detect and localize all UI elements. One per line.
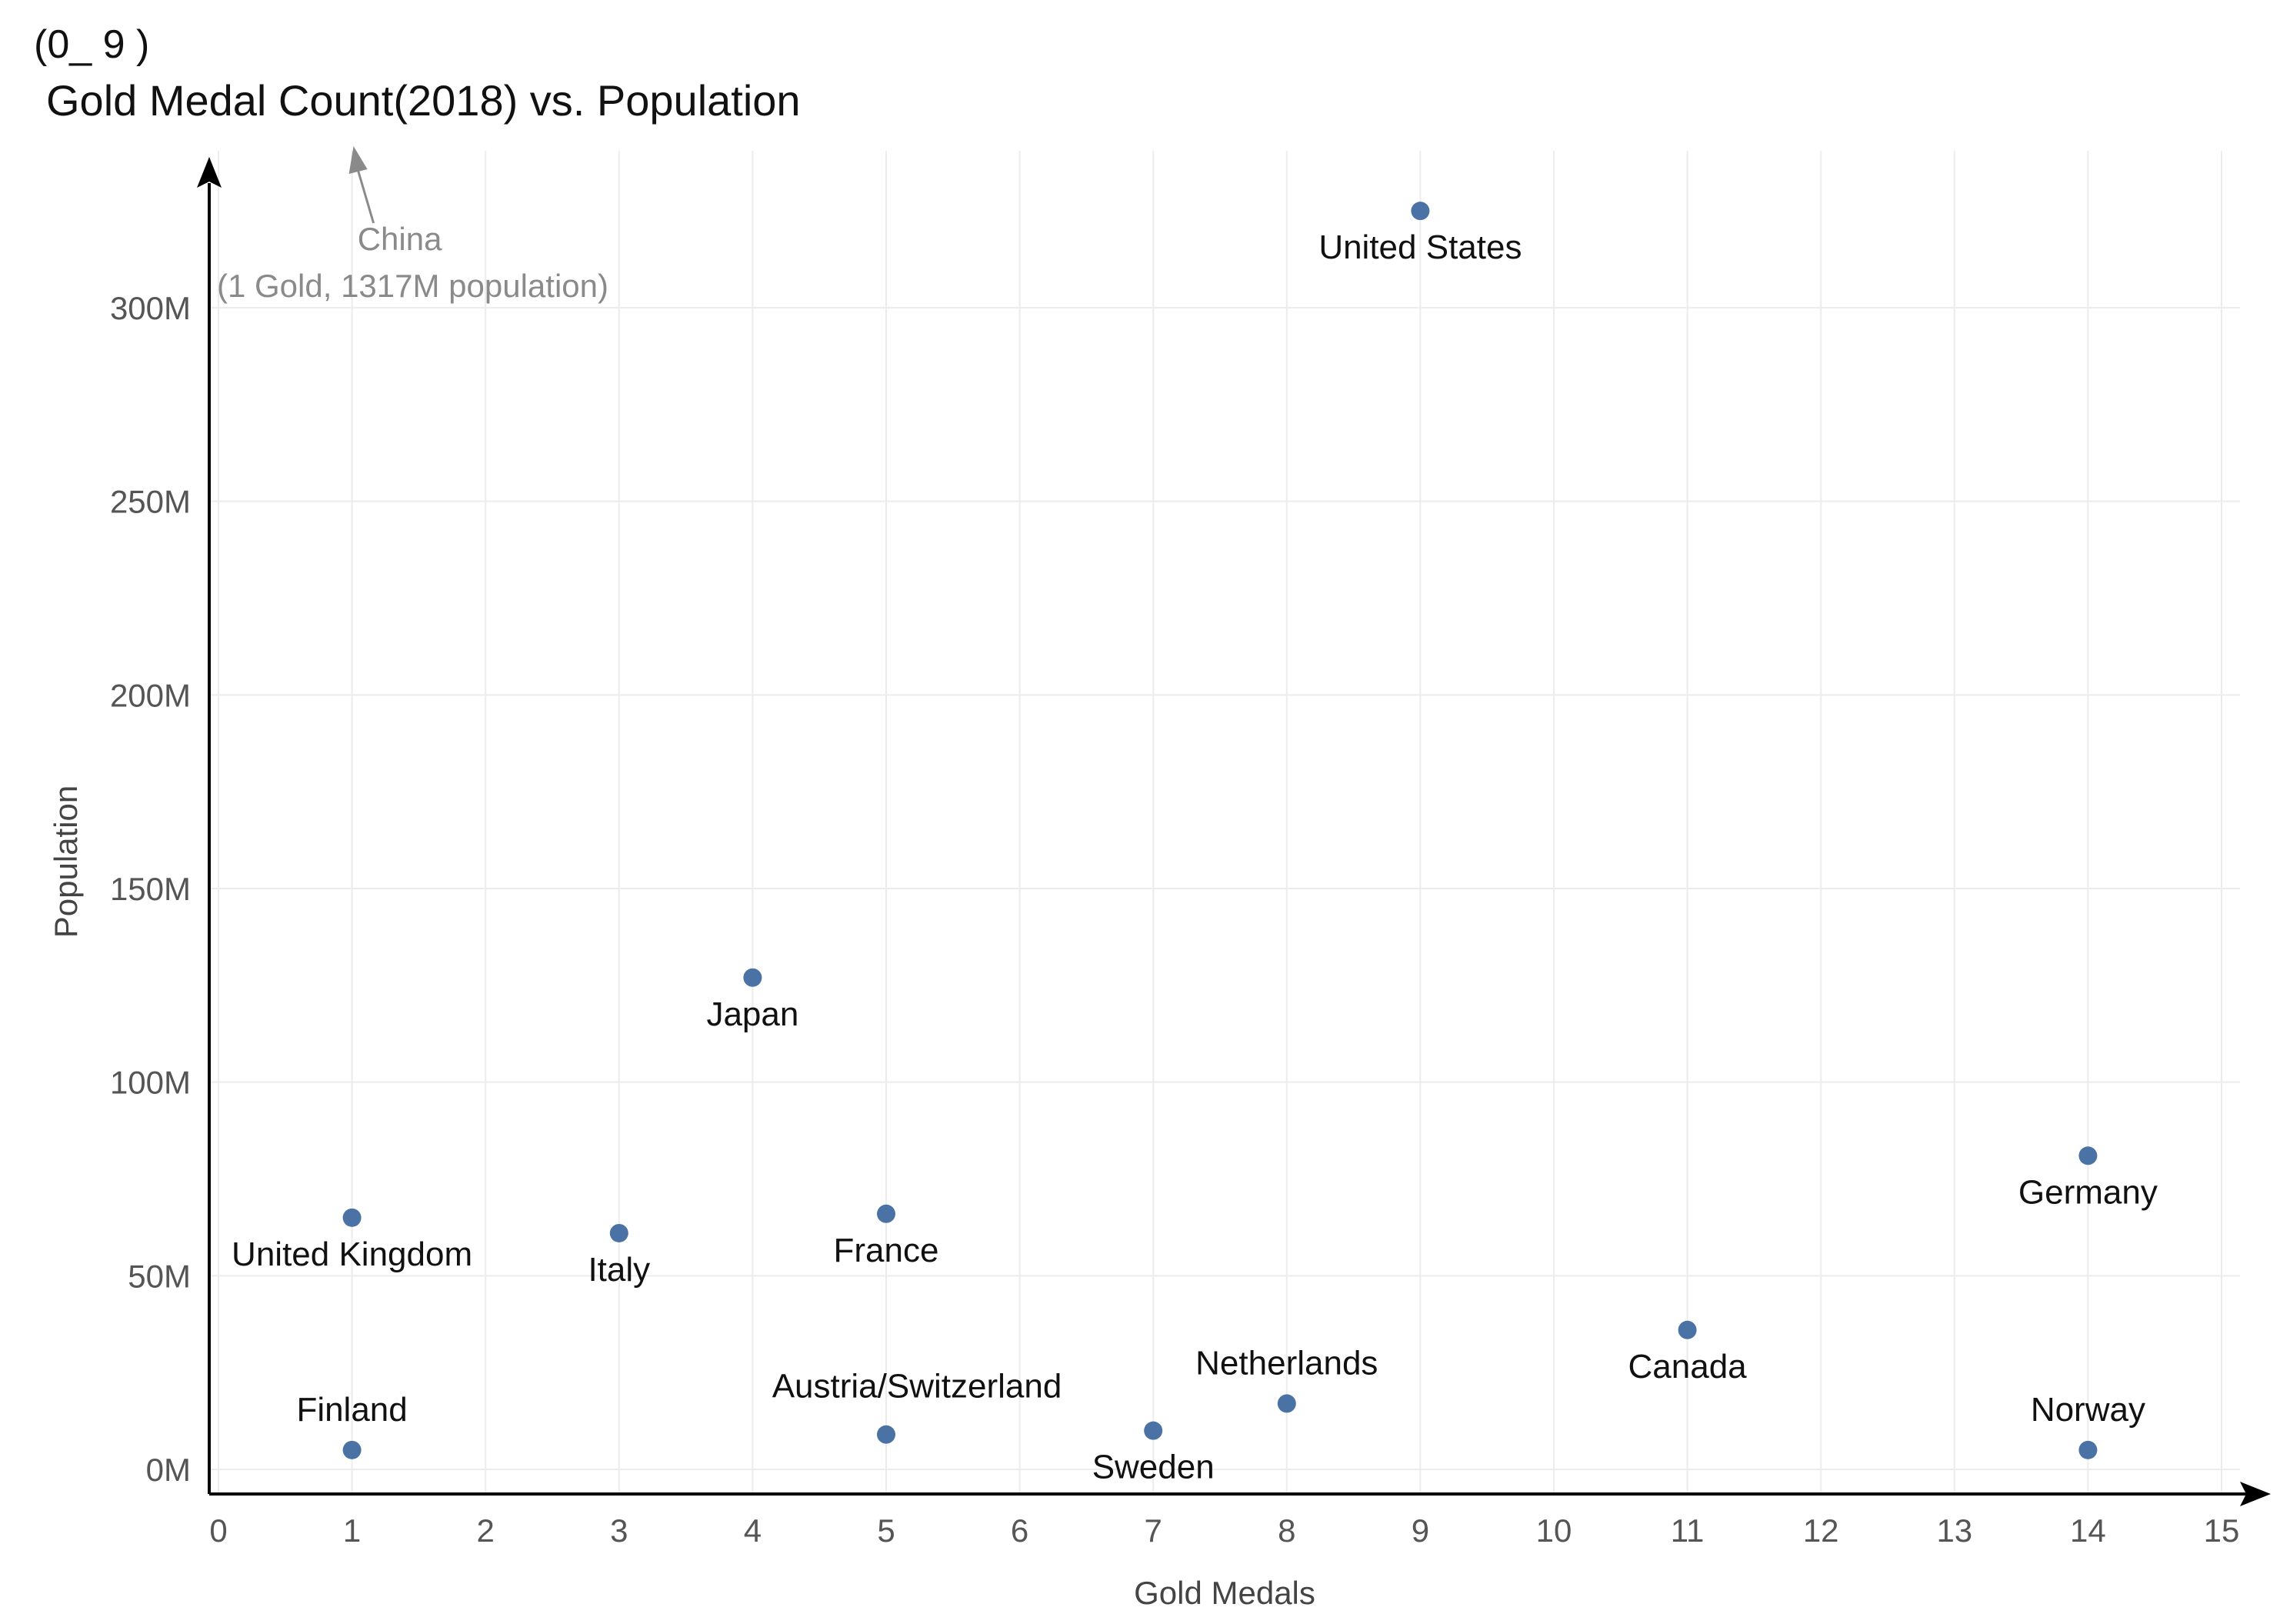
x-tick-label: 10: [1536, 1512, 1572, 1549]
x-tick-label: 12: [1803, 1512, 1839, 1549]
tick-labels: 0 1 2 3 4 5 6 7 8 9 10 11 12 13 14 150M50M100M150M200M2…: [110, 290, 2239, 1549]
x-tick-label: 9: [1412, 1512, 1429, 1549]
x-tick-label: 6: [1011, 1512, 1028, 1549]
data-point: [1144, 1421, 1163, 1440]
data-point: [342, 1440, 362, 1459]
y-tick-label: 200M: [110, 677, 191, 713]
data-point: [2078, 1440, 2098, 1459]
y-tick-label: 50M: [128, 1258, 191, 1294]
x-tick-label: 5: [877, 1512, 895, 1549]
x-tick-label: 3: [610, 1512, 628, 1549]
data-point: [1678, 1320, 1697, 1339]
data-points: [342, 202, 2098, 1459]
grid: [209, 151, 2240, 1494]
x-tick-label: 1: [343, 1512, 361, 1549]
data-point: [877, 1425, 895, 1444]
point-label: Japan: [706, 995, 798, 1033]
data-point: [743, 968, 762, 987]
y-axis-arrowhead: [197, 157, 222, 188]
point-labels: United States Japan Germany United Kingdom F…: [232, 228, 2158, 1486]
annotation-arrow-line: [357, 170, 375, 224]
x-tick-label: 13: [1936, 1512, 1972, 1549]
point-label: Norway: [2031, 1391, 2145, 1429]
x-tick-label: 11: [1671, 1512, 1705, 1549]
axes: [197, 157, 2271, 1506]
x-tick-label: 2: [477, 1512, 495, 1549]
y-tick-label: 100M: [110, 1065, 191, 1101]
figure-id: (0_ 9 ): [34, 22, 149, 67]
y-tick-label: 150M: [110, 871, 191, 907]
x-tick-label: 15: [2204, 1512, 2240, 1549]
point-label: United States: [1318, 228, 1522, 266]
y-tick-label: 0M: [146, 1452, 191, 1488]
point-label: Germany: [2018, 1173, 2158, 1211]
y-tick-label: 250M: [110, 484, 191, 520]
x-tick-label: 7: [1145, 1512, 1162, 1549]
point-label: Italy: [588, 1251, 650, 1289]
annotation-title: China: [358, 221, 442, 257]
data-point: [877, 1204, 895, 1223]
point-label: Canada: [1628, 1348, 1748, 1386]
point-label: Sweden: [1092, 1449, 1215, 1486]
point-label: Netherlands: [1195, 1344, 1378, 1382]
x-tick-label: 0: [209, 1512, 227, 1549]
data-point: [1411, 202, 1430, 221]
point-label: Finland: [296, 1391, 407, 1429]
y-axis-title: Population: [48, 785, 84, 939]
x-axis-title: Gold Medals: [1134, 1575, 1315, 1611]
chart-title: Gold Medal Count(2018) vs. Population: [46, 76, 801, 125]
x-tick-label: 4: [744, 1512, 762, 1549]
x-tick-label: 8: [1278, 1512, 1295, 1549]
annotation-arrowhead: [348, 146, 368, 174]
x-axis-arrowhead: [2240, 1482, 2271, 1506]
data-point: [2078, 1146, 2098, 1165]
data-point: [342, 1208, 362, 1227]
point-label: Austria/Switzerland: [772, 1368, 1062, 1406]
data-point: [1277, 1394, 1296, 1413]
point-label: France: [834, 1232, 939, 1269]
annotations: China (1 Gold, 1317M population): [217, 146, 608, 304]
point-label: United Kingdom: [232, 1236, 472, 1273]
x-tick-label: 14: [2070, 1512, 2106, 1549]
data-point: [609, 1223, 628, 1242]
annotation-detail: (1 Gold, 1317M population): [217, 268, 608, 304]
y-tick-label: 300M: [110, 290, 191, 326]
